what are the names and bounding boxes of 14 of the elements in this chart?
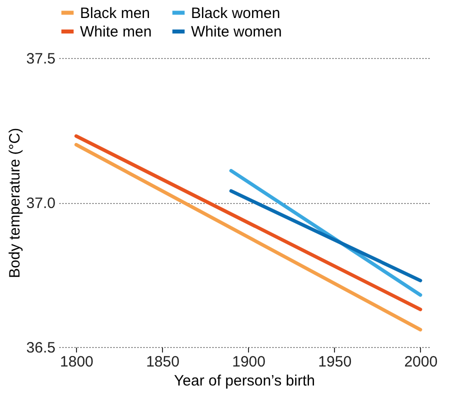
legend-label: White women: [191, 24, 282, 40]
x-axis-title: Year of person’s birth: [174, 372, 315, 390]
legend-label: Black men: [80, 4, 150, 22]
legend-label: White men: [80, 24, 152, 40]
x-tick-label: 1950: [318, 354, 352, 370]
y-tick-label: 36.5: [26, 340, 56, 356]
y-axis-title: Body temperature (°C): [6, 128, 24, 278]
x-tick-label: 1850: [146, 354, 180, 370]
x-tick-label: 1800: [60, 354, 94, 370]
y-tick-label: 37.0: [26, 195, 56, 212]
y-tick-label: 37.5: [26, 50, 56, 68]
legend-label: Black women: [191, 4, 280, 22]
x-tick-label: 1900: [232, 354, 266, 370]
x-tick-label: 2000: [404, 354, 438, 370]
